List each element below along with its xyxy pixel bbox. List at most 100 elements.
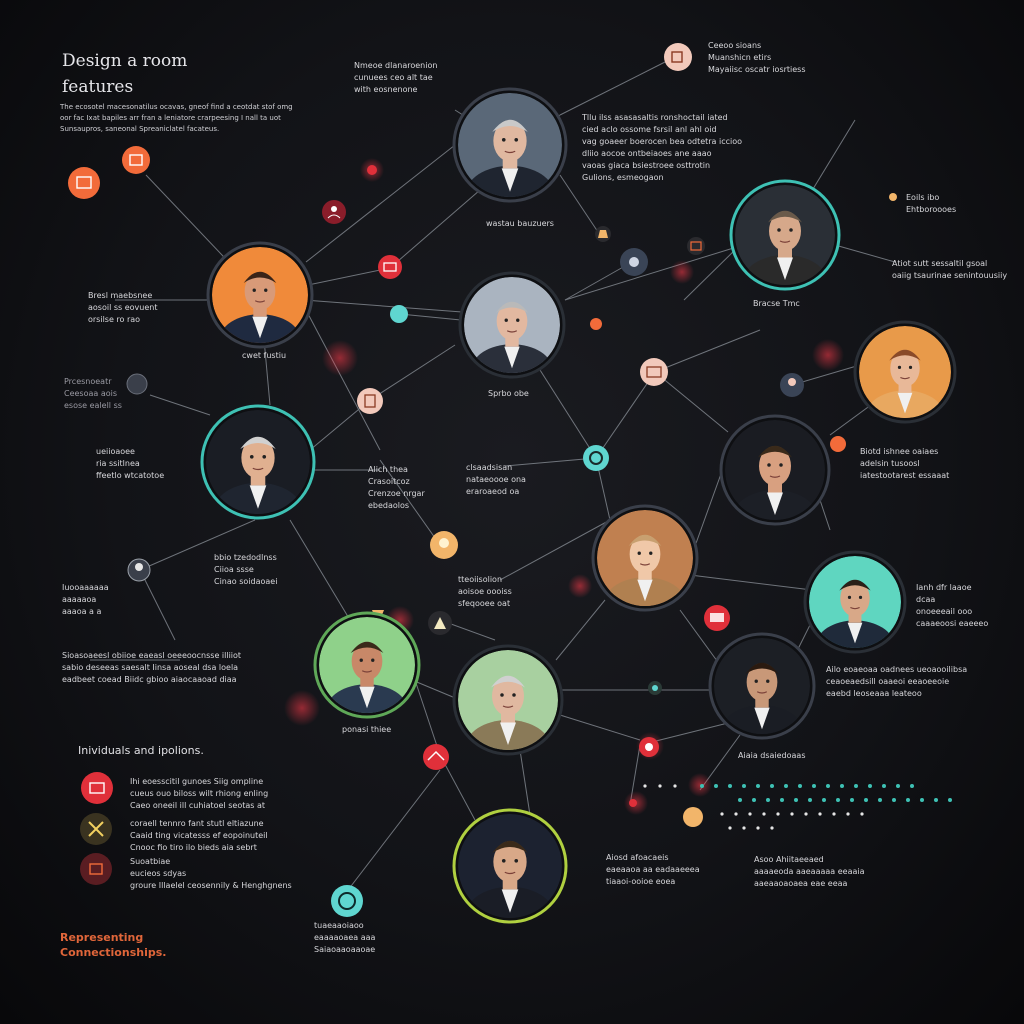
portrait-node-8 (591, 504, 699, 612)
callout-line: adelsin tusoosl (860, 459, 920, 468)
callout-line: Sioasoaeesl obiioe eaeasl oeeeoocnsse il… (62, 651, 242, 660)
lightbulb-icon (430, 531, 458, 559)
callout-line: Eoils ibo (906, 193, 940, 202)
intro-text: The ecosotel macesonatilus ocavas, gneof… (60, 102, 293, 135)
small-red-dot (629, 799, 637, 807)
callout-mid-4: bbio tzedodlnss Ciioa ssse Cinao soidaoa… (214, 552, 277, 588)
callout-line: Prcesnoeatr (64, 377, 112, 386)
callout-line: Cinao soidaoaei (214, 577, 278, 586)
intro-line-2: oor fac Ixat bapiles arr fran a leniator… (60, 114, 281, 122)
legend-line: coraell tennro fant stutl eltiazune (130, 819, 264, 828)
callout-line: cied aclo ossome fsrsil anl ahl oid (582, 125, 717, 134)
icon-nodes (68, 43, 897, 917)
warning-icon (428, 611, 452, 635)
small-orange-dot (889, 193, 897, 201)
portrait-node-1 (452, 87, 568, 203)
callout-line: Tllu ilss asasasaltis ronshoctail iated (582, 113, 728, 122)
leaf-icon (648, 681, 662, 695)
callout-right-3: Biotd ishnee oaiaes adelsin tusoosl iate… (860, 446, 949, 482)
coin-icon (683, 807, 703, 827)
tagline: Representing Connectionships. (60, 930, 166, 960)
person-small-icon-2 (780, 373, 804, 397)
person-small-icon-3 (127, 558, 151, 582)
callout-line: eaebd leoseaaa leateoo (826, 689, 922, 698)
bell-icon (595, 226, 611, 242)
legend-item-3: Suoatbiae eucieos sdyas groure Illaelel … (130, 856, 292, 892)
card-icon (704, 605, 730, 631)
callout-line: aaaaaoa (62, 595, 97, 604)
page-title: Design a room features (62, 48, 187, 100)
legend-line: Ihi eoesscitil gunoes Siig ompline (130, 777, 264, 786)
callout-right-4: Ianh dfr laaoe dcaa onoeeeail ooo caaaeo… (916, 582, 988, 630)
legend-item-2: coraell tennro fant stutl eltiazune Caai… (130, 818, 268, 854)
callout-line: ebedaolos (368, 501, 410, 510)
callout-line: Iuooaaaaaa (62, 583, 109, 592)
callout-line: Saiaoaaoaaoae (314, 945, 376, 954)
bot-icon (687, 237, 705, 255)
portrait-node-4 (458, 271, 566, 379)
callout-far-left: Iuooaaaaaa aaaaaoa aaaoa a a (62, 582, 109, 618)
legend-line: groure Illaelel ceosennily & Henghgnens (130, 881, 292, 890)
legend-line: Caeo oneeil ill cuhiatoel seotas at (130, 801, 266, 810)
section-heading: Inividuals and ipolions. (78, 744, 204, 757)
calendar-icon (122, 146, 150, 174)
legend-item-1: Ihi eoesscitil gunoes Siig ompline cueus… (130, 776, 268, 812)
fire-icon (830, 436, 846, 452)
callout-line: Atiot sutt sessaltil gsoal (892, 259, 988, 268)
callout-line: eaaaaoaea aaa (314, 933, 376, 942)
callout-line: Alich thea (368, 465, 408, 474)
callout-line: Aiosd afoacaeis (606, 853, 669, 862)
callout-line: aaaaeoda aaeaaaaa eeaaia (754, 867, 865, 876)
portrait-node-11 (452, 644, 564, 756)
callout-left-3: ueiioaoee ria ssitlnea ffeetlo wtcatotoe (96, 446, 164, 482)
callout-left-2: Prcesnoeatr Ceesoaa aois esose ealell ss (64, 376, 122, 412)
callout-line: Aiaia dsaiedoaas (738, 751, 806, 760)
callout-bottom-2: Asoo Ahiitaeeaed aaaaeoda aaeaaaaa eeaai… (754, 854, 865, 890)
callout-line: esose ealell ss (64, 401, 122, 410)
callout-line: tteoiisolion (458, 575, 503, 584)
intro-line-3: Sunsaupros, saneonal Spreaniclatel facat… (60, 125, 220, 133)
callout-line: Ailo eoaeoaa oadnees ueoaooilibsa (826, 665, 968, 674)
spark-icon (367, 165, 377, 175)
headset-icon (583, 445, 609, 471)
legend-line: Caaid ting vicatesss ef eopoinuteil (130, 831, 268, 840)
legend-icon-tools (80, 813, 112, 845)
portrait-nodes (200, 87, 957, 924)
target-icon (639, 737, 659, 757)
callout-top-right: Ceeoo sioans Muanshicn etirs Mayaiisc os… (708, 40, 806, 76)
user-icon (322, 200, 346, 224)
callout-right-6: Aiaia dsaiedoaas (738, 750, 806, 762)
callout-line: with eosnenone (354, 85, 418, 94)
callout-line: ceaoeaedsill oaaeoi eeaoeeoie (826, 677, 950, 686)
callout-right-1: Eoils ibo Ehtboroooes (906, 192, 956, 216)
callout-mid-1: Alich thea Crasoitcoz Crenzoe nrgar ebed… (368, 464, 425, 512)
legend-line: Suoatbiae (130, 857, 171, 866)
portrait-node-2 (206, 241, 314, 349)
portrait-node-12 (708, 632, 816, 740)
callout-line: Biotd ishnee oaiaes (860, 447, 939, 456)
title-line-2: features (62, 77, 134, 97)
portrait-node-5 (853, 320, 957, 424)
callout-line: aosoil ss eovuent (88, 303, 158, 312)
callout-line: Ceeoo sioans (708, 41, 762, 50)
legend-icon-shop (80, 853, 112, 885)
callout-line: eaeaaoa aa eadaaeeea (606, 865, 700, 874)
title-line-1: Design a room (62, 51, 188, 71)
callout-line: Ehtboroooes (906, 205, 957, 214)
person-label-5: cwet fustiu (242, 351, 287, 360)
folder-icon (68, 167, 100, 199)
callout-top-left: Nmeoe dlanaroenion cunuees ceo alt tae w… (354, 60, 437, 96)
callout-line: nataeoooe ona (466, 475, 526, 484)
portrait-node-9 (803, 550, 907, 654)
callout-line: Ciioa ssse (214, 565, 254, 574)
pin-icon (590, 318, 602, 330)
callout-line: aoisoe oooiss (458, 587, 512, 596)
gear-icon (620, 248, 648, 276)
callout-line: ffeetlo wtcatotoe (96, 471, 165, 480)
callout-line: Asoo Ahiitaeeaed (754, 855, 824, 864)
callout-line: eadbeet coead Biidc gbioo aiaocaaoad dia… (62, 675, 237, 684)
tagline-line-2: Connectionships. (60, 946, 167, 959)
intro-line-1: The ecosotel macesonatilus ocavas, gneof… (60, 103, 293, 111)
callout-line: oaiig tsaurinae senintouusiiy (892, 271, 1008, 280)
